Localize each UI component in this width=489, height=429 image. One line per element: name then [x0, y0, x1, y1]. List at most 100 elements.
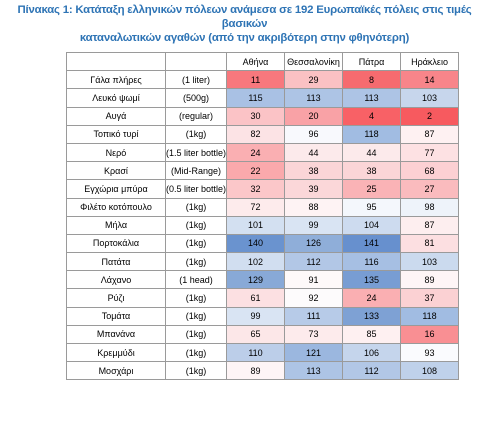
rank-cell: 44 [284, 142, 344, 163]
rank-cell: 32 [226, 179, 286, 199]
rank-cell: 102 [226, 252, 286, 272]
rank-cell: 111 [284, 306, 344, 326]
rank-cell: 112 [284, 252, 344, 272]
header-city-athens: Αθήνα [226, 51, 286, 72]
item-name-cell: Μπανάνα [66, 324, 166, 345]
unit-cell: (1kg) [164, 342, 228, 363]
table-row: Ρύζι (1kg) 61 92 24 37 [66, 288, 460, 308]
rank-cell: 92 [284, 288, 344, 308]
rank-cell: 91 [284, 270, 344, 290]
title-line-2: καταναλωτικών αγαθών (από την ακριβότερη… [79, 32, 410, 44]
item-name-cell: Τοπικό τυρί [66, 124, 166, 144]
table-row: Μπανάνα (1kg) 65 73 85 16 [66, 324, 460, 345]
rank-cell: 141 [342, 233, 402, 254]
item-name-cell: Τομάτα [66, 306, 166, 326]
item-name-cell: Πατάτα [66, 252, 166, 272]
rank-cell: 89 [226, 361, 286, 381]
unit-cell: (1kg) [164, 361, 228, 381]
unit-cell: (0.5 liter bottle) [164, 179, 228, 199]
table-row: Αυγά (regular) 30 20 4 2 [66, 106, 460, 126]
rank-cell: 121 [284, 342, 344, 363]
rank-cell: 85 [342, 324, 402, 345]
rank-cell: 4 [342, 106, 402, 126]
unit-cell: (1kg) [164, 306, 228, 326]
rank-cell: 93 [400, 342, 460, 363]
table-row: Κρασί (Mid-Range) 22 38 38 68 [66, 161, 460, 181]
rank-cell: 108 [400, 361, 460, 381]
rank-cell: 65 [226, 324, 286, 345]
rank-cell: 29 [284, 70, 344, 90]
rank-cell: 116 [342, 252, 402, 272]
rank-cell: 87 [400, 215, 460, 235]
rank-cell: 126 [284, 233, 344, 254]
rank-cell: 27 [400, 179, 460, 199]
item-name-cell: Αυγά [66, 106, 166, 126]
rank-cell: 72 [226, 197, 286, 217]
rank-cell: 115 [226, 88, 286, 108]
unit-cell: (regular) [164, 106, 228, 126]
header-city-heraklion: Ηράκλειο [400, 51, 460, 72]
rank-cell: 106 [342, 342, 402, 363]
header-city-thessaloniki: Θεσσαλονίκη [284, 51, 344, 72]
rank-cell: 2 [400, 106, 460, 126]
item-name-cell: Λάχανο [66, 270, 166, 290]
item-name-cell: Κρασί [66, 161, 166, 181]
item-name-cell: Μοσχάρι [66, 361, 166, 381]
rank-cell: 101 [226, 215, 286, 235]
rank-cell: 73 [284, 324, 344, 345]
table-row: Λάχανο (1 head) 129 91 135 89 [66, 270, 460, 290]
rank-cell: 112 [342, 361, 402, 381]
rank-cell: 61 [226, 288, 286, 308]
rank-cell: 140 [226, 233, 286, 254]
header-blank-item [66, 51, 166, 72]
unit-cell: (1kg) [164, 215, 228, 235]
item-name-cell: Λευκό ψωμί [66, 88, 166, 108]
unit-cell: (1 liter) [164, 70, 228, 90]
rank-cell: 68 [400, 161, 460, 181]
rank-cell: 99 [284, 215, 344, 235]
rank-cell: 104 [342, 215, 402, 235]
header-blank-unit [164, 51, 228, 72]
table-row: Πορτοκάλια (1kg) 140 126 141 81 [66, 233, 460, 254]
rank-cell: 96 [284, 124, 344, 144]
rank-cell: 44 [342, 142, 402, 163]
rank-cell: 14 [400, 70, 460, 90]
item-name-cell: Εγχώρια μπύρα [66, 179, 166, 199]
table-row: Εγχώρια μπύρα (0.5 liter bottle) 32 39 25 27 [66, 179, 460, 199]
rank-cell: 16 [400, 324, 460, 345]
rank-cell: 77 [400, 142, 460, 163]
rank-cell: 113 [284, 88, 344, 108]
rank-cell: 103 [400, 88, 460, 108]
item-name-cell: Πορτοκάλια [66, 233, 166, 254]
item-name-cell: Ρύζι [66, 288, 166, 308]
table-row: Πατάτα (1kg) 102 112 116 103 [66, 252, 460, 272]
table-row: Μήλα (1kg) 101 99 104 87 [66, 215, 460, 235]
rank-cell: 98 [400, 197, 460, 217]
rank-cell: 103 [400, 252, 460, 272]
rank-cell: 39 [284, 179, 344, 199]
table-title: Πίνακας 1: Κατάταξη ελληνικών πόλεων ανά… [0, 3, 489, 45]
rank-cell: 24 [226, 142, 286, 163]
unit-cell: (1kg) [164, 252, 228, 272]
rank-cell: 30 [226, 106, 286, 126]
rank-cell: 133 [342, 306, 402, 326]
item-name-cell: Μήλα [66, 215, 166, 235]
rank-cell: 99 [226, 306, 286, 326]
table-row: Τοπικό τυρί (1kg) 82 96 118 87 [66, 124, 460, 144]
rank-cell: 95 [342, 197, 402, 217]
unit-cell: (1kg) [164, 124, 228, 144]
header-row: Αθήνα Θεσσαλονίκη Πάτρα Ηράκλειο [66, 51, 460, 72]
rank-cell: 87 [400, 124, 460, 144]
unit-cell: (500g) [164, 88, 228, 108]
unit-cell: (1kg) [164, 197, 228, 217]
city-price-ranking-table: Αθήνα Θεσσαλονίκη Πάτρα Ηράκλειο Γάλα πλ… [66, 51, 460, 381]
unit-cell: (1kg) [164, 324, 228, 345]
table-row: Φιλέτο κοτόπουλο (1kg) 72 88 95 98 [66, 197, 460, 217]
unit-cell: (1kg) [164, 233, 228, 254]
rank-cell: 129 [226, 270, 286, 290]
rank-cell: 135 [342, 270, 402, 290]
rank-cell: 22 [226, 161, 286, 181]
rank-cell: 118 [342, 124, 402, 144]
table-row: Νερό (1.5 liter bottle) 24 44 44 77 [66, 142, 460, 163]
unit-cell: (Mid-Range) [164, 161, 228, 181]
